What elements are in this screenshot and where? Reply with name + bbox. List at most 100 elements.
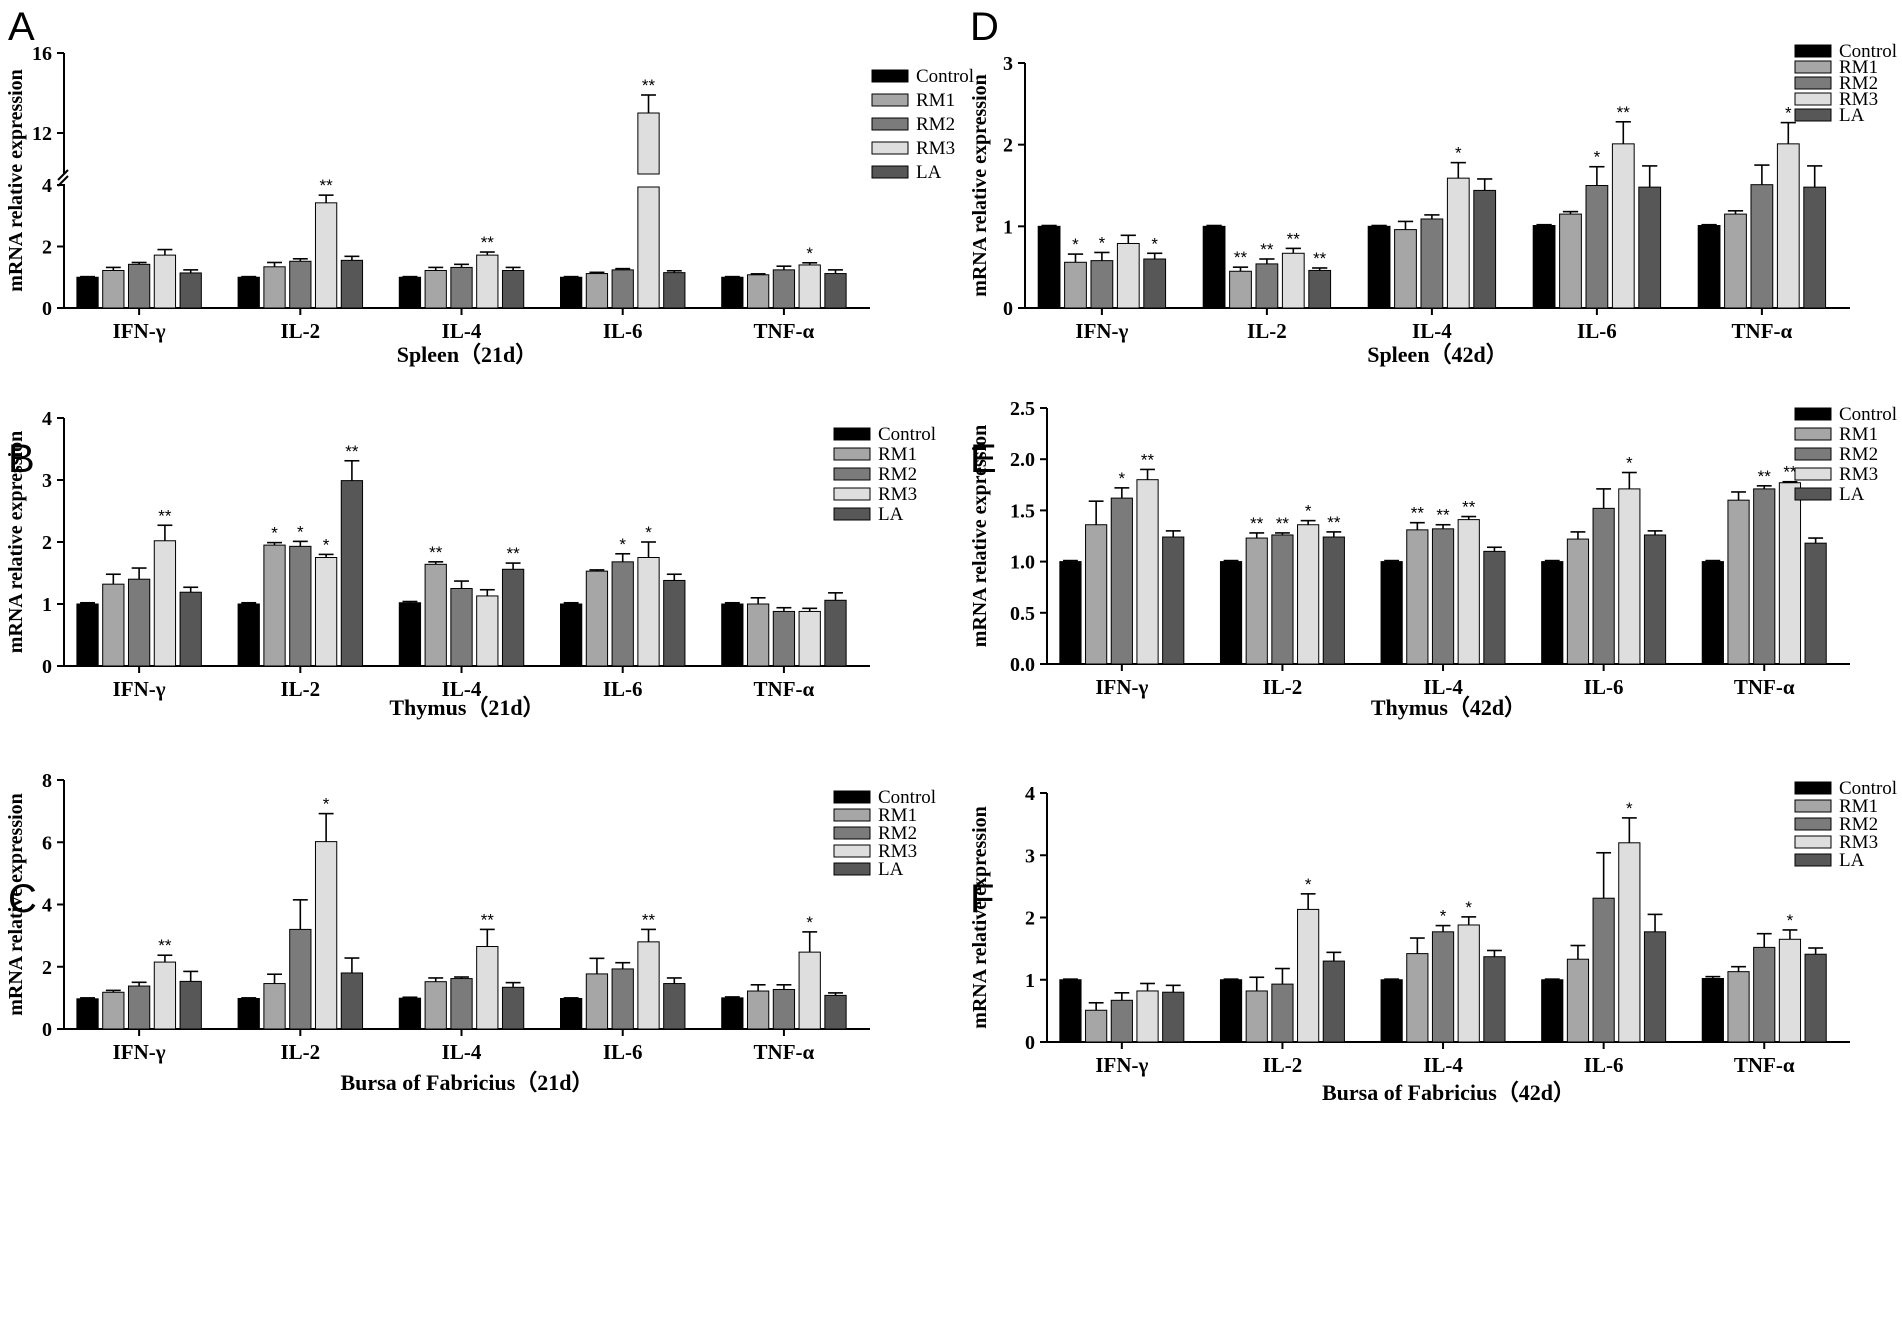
bar: [798, 951, 821, 1030]
bar: [424, 269, 447, 309]
bar: [1255, 263, 1279, 309]
legend-label: RM1: [1839, 424, 1878, 445]
x-tick-label: IFN-γ: [113, 319, 166, 343]
legend-swatch: [871, 69, 909, 83]
x-tick-label: IL-6: [603, 1040, 643, 1064]
bar: [340, 480, 364, 667]
legend-label: RM1: [916, 90, 955, 111]
legend-swatch: [1794, 853, 1832, 867]
bar: [611, 561, 634, 667]
x-tick-label: IFN-γ: [1095, 675, 1148, 699]
legend-label: LA: [878, 504, 904, 525]
bar: [450, 588, 473, 667]
legend-label: Control: [878, 787, 936, 808]
y-tick-label: 0: [1003, 298, 1013, 320]
y-tick-label: 2: [1025, 908, 1035, 930]
bar: [1271, 534, 1294, 665]
bar: [1701, 978, 1724, 1043]
significance-label: **: [158, 936, 172, 955]
bar: [1483, 550, 1506, 665]
bar: [1431, 931, 1455, 1043]
legend-label: RM3: [916, 138, 955, 159]
legend-swatch: [1794, 76, 1832, 90]
bar: [263, 983, 286, 1030]
significance-label: **: [1436, 506, 1450, 525]
bar: [721, 603, 744, 667]
y-tick-label: 1: [1003, 216, 1013, 238]
bar: [1162, 536, 1185, 665]
bar: [559, 603, 583, 667]
bar: [1322, 960, 1345, 1043]
significance-label: **: [1141, 450, 1155, 469]
bar: [1446, 177, 1470, 309]
bar: [76, 276, 99, 309]
bar: [772, 269, 796, 309]
bar: [450, 978, 473, 1030]
y-tick-label: 3: [1003, 53, 1013, 75]
bar: [663, 579, 686, 667]
x-tick-label: IL-4: [1412, 319, 1452, 343]
x-tick-label: IL-2: [1247, 319, 1287, 343]
legend-label: LA: [916, 162, 942, 183]
significance-label: *: [271, 524, 278, 543]
significance-label: *: [1626, 454, 1633, 473]
significance-label: **: [1260, 240, 1274, 259]
legend-label: RM2: [1839, 444, 1878, 465]
y-tick-label: 1: [1025, 970, 1035, 992]
significance-label: *: [1465, 898, 1472, 917]
legend-label: RM2: [878, 823, 917, 844]
significance-label: **: [642, 76, 656, 95]
axis-break-mark: [57, 169, 69, 181]
significance-label: **: [1327, 513, 1341, 532]
legend-label: RM3: [1839, 89, 1878, 110]
y-axis-label: mRNA relative expression: [5, 431, 27, 654]
bar: [1245, 537, 1268, 665]
y-tick-label: 0: [42, 1019, 52, 1041]
panel-F: F 0 1 2 3 4 mRNA relative expression IFN-γ IL-2…: [969, 778, 1897, 1105]
bar: [398, 997, 422, 1030]
bar: [637, 186, 660, 309]
legend-label: LA: [1839, 484, 1865, 505]
bar: [289, 928, 312, 1030]
y-tick-label: 16: [32, 43, 52, 65]
bar: [1143, 258, 1167, 309]
bar: [1618, 842, 1641, 1043]
bar: [237, 997, 260, 1030]
bar: [102, 991, 125, 1030]
legend-swatch: [833, 862, 871, 876]
significance-label: *: [1099, 233, 1106, 252]
x-axis-label: Thymus（42d）: [1371, 695, 1526, 720]
significance-label: **: [1287, 229, 1301, 248]
bar: [153, 540, 177, 667]
bar: [179, 272, 202, 309]
bar: [1483, 956, 1506, 1043]
bar: [746, 603, 770, 667]
bar: [1541, 979, 1564, 1043]
bar: [424, 981, 447, 1030]
bar: [1420, 218, 1444, 309]
bar: [1724, 213, 1747, 309]
bar: [1037, 225, 1061, 309]
x-tick-label: IFN-γ: [113, 677, 166, 701]
bar: [611, 968, 634, 1030]
significance-label: *: [1305, 502, 1312, 521]
bar: [76, 603, 99, 667]
significance-label: *: [1151, 234, 1158, 253]
bar: [637, 112, 660, 175]
x-tick-label: IL-2: [280, 319, 320, 343]
bar: [1776, 143, 1800, 309]
legend-swatch: [833, 844, 871, 858]
bar: [340, 972, 364, 1030]
bar: [585, 973, 609, 1030]
bar: [1245, 990, 1268, 1043]
significance-label: **: [1250, 514, 1264, 533]
x-tick-label: TNF-α: [1734, 1053, 1795, 1077]
panel-E: E 0.0 0.5 1.0 1.5 2.0 2.5 mRNA relative expres…: [969, 398, 1897, 720]
bar: [340, 259, 364, 309]
bar: [314, 557, 338, 667]
bar: [1367, 225, 1391, 309]
